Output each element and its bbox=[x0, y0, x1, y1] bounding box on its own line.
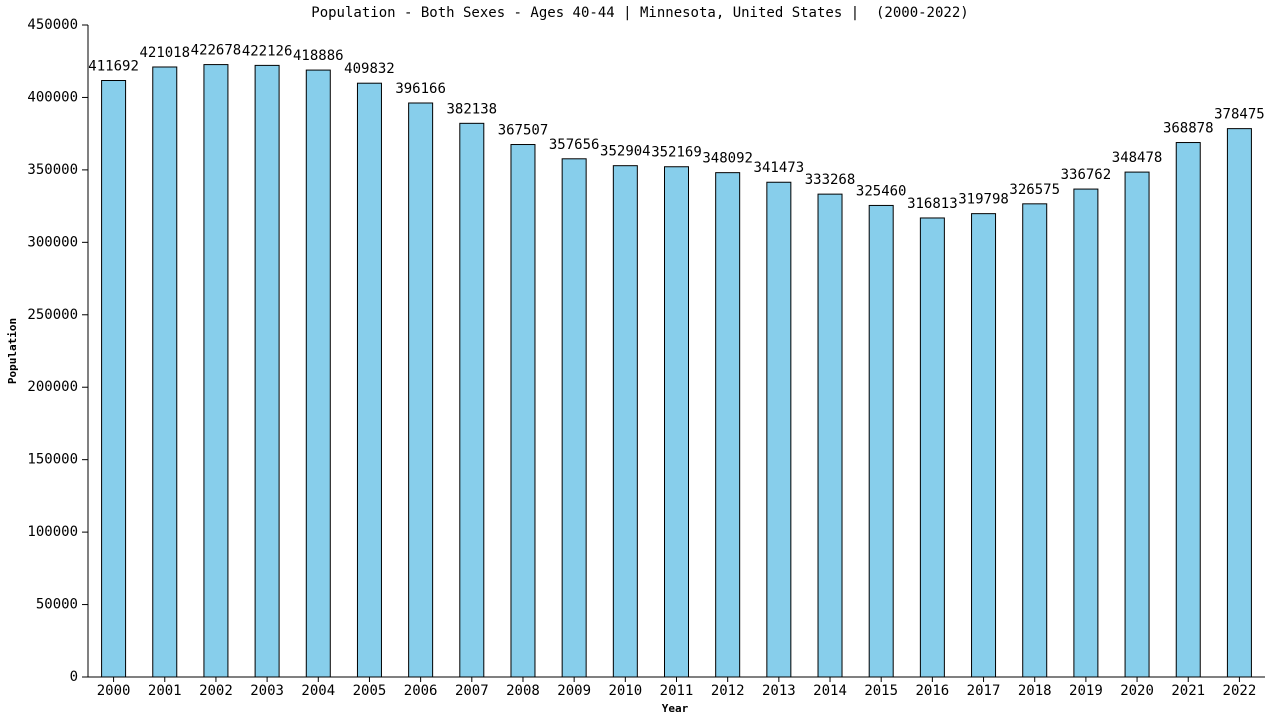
x-tick-label: 2017 bbox=[967, 683, 1001, 699]
bar bbox=[868, 204, 894, 678]
bar bbox=[408, 102, 434, 678]
bar bbox=[101, 80, 127, 678]
value-label: 319798 bbox=[958, 192, 1009, 208]
value-label: 422126 bbox=[242, 43, 293, 59]
value-label: 382138 bbox=[447, 101, 498, 117]
y-tick-label: 150000 bbox=[27, 452, 78, 468]
x-tick-label: 2020 bbox=[1120, 683, 1154, 699]
value-label: 357656 bbox=[549, 137, 600, 153]
bar bbox=[664, 166, 689, 678]
bar bbox=[459, 122, 485, 678]
y-tick-label: 50000 bbox=[36, 597, 78, 613]
x-tick-label: 2010 bbox=[608, 683, 642, 699]
x-tick-label: 2006 bbox=[404, 683, 438, 699]
value-label: 341473 bbox=[754, 160, 805, 176]
x-tick-label: 2007 bbox=[455, 683, 489, 699]
bar bbox=[356, 82, 382, 678]
x-tick-label: 2014 bbox=[813, 683, 847, 699]
value-label: 422678 bbox=[191, 43, 242, 59]
bar bbox=[152, 66, 178, 678]
value-label: 409832 bbox=[344, 61, 395, 77]
value-label: 316813 bbox=[907, 196, 958, 212]
bar bbox=[1073, 188, 1099, 678]
x-axis-label: Year bbox=[662, 702, 689, 715]
value-label: 348092 bbox=[702, 151, 753, 167]
value-label: 325460 bbox=[856, 183, 907, 199]
y-tick-label: 300000 bbox=[27, 234, 78, 250]
y-tick-label: 250000 bbox=[27, 307, 78, 323]
bar bbox=[561, 158, 587, 678]
y-tick-label: 200000 bbox=[27, 379, 78, 395]
x-tick-label: 2001 bbox=[148, 683, 182, 699]
y-tick-label: 400000 bbox=[27, 89, 78, 105]
y-tick-label: 450000 bbox=[27, 17, 78, 33]
value-label: 368878 bbox=[1163, 121, 1214, 137]
bar bbox=[1226, 128, 1252, 678]
y-tick-label: 100000 bbox=[27, 524, 78, 540]
value-label: 352904 bbox=[600, 144, 651, 160]
value-label: 411692 bbox=[88, 59, 139, 75]
value-label: 396166 bbox=[395, 81, 446, 97]
bar bbox=[1124, 171, 1150, 678]
x-tick-label: 2015 bbox=[864, 683, 898, 699]
x-tick-label: 2008 bbox=[506, 683, 540, 699]
value-label: 378475 bbox=[1214, 107, 1265, 123]
x-tick-label: 2018 bbox=[1018, 683, 1052, 699]
x-tick-label: 2011 bbox=[660, 683, 694, 699]
bar bbox=[305, 69, 331, 678]
value-label: 421018 bbox=[139, 45, 190, 61]
x-tick-label: 2004 bbox=[301, 683, 335, 699]
bar bbox=[971, 213, 997, 678]
value-label: 352169 bbox=[651, 145, 702, 161]
x-tick-label: 2016 bbox=[916, 683, 950, 699]
value-label: 336762 bbox=[1061, 167, 1112, 183]
x-tick-label: 2019 bbox=[1069, 683, 1103, 699]
bar bbox=[510, 144, 536, 678]
x-tick-label: 2002 bbox=[199, 683, 233, 699]
x-tick-label: 2022 bbox=[1223, 683, 1257, 699]
bar bbox=[919, 217, 945, 678]
x-tick-label: 2005 bbox=[353, 683, 387, 699]
x-tick-label: 2013 bbox=[762, 683, 796, 699]
bar bbox=[715, 172, 741, 678]
y-tick-label: 350000 bbox=[27, 162, 78, 178]
y-axis-label: Population bbox=[6, 318, 19, 384]
bar bbox=[1022, 203, 1048, 678]
value-label: 333268 bbox=[805, 172, 856, 188]
bar bbox=[766, 181, 792, 678]
bar bbox=[612, 165, 638, 678]
value-label: 326575 bbox=[1009, 182, 1060, 198]
bar bbox=[203, 64, 229, 678]
bar bbox=[254, 64, 280, 678]
y-tick-label: 0 bbox=[70, 669, 78, 685]
bar bbox=[817, 193, 843, 678]
x-tick-label: 2000 bbox=[97, 683, 131, 699]
value-label: 367507 bbox=[498, 123, 549, 139]
x-tick-label: 2021 bbox=[1171, 683, 1205, 699]
x-tick-label: 2003 bbox=[250, 683, 284, 699]
chart-title: Population - Both Sexes - Ages 40-44 | M… bbox=[311, 5, 968, 21]
value-label: 348478 bbox=[1112, 150, 1163, 166]
bar bbox=[1175, 142, 1201, 678]
x-tick-label: 2009 bbox=[557, 683, 591, 699]
value-label: 418886 bbox=[293, 48, 344, 64]
x-tick-label: 2012 bbox=[711, 683, 745, 699]
